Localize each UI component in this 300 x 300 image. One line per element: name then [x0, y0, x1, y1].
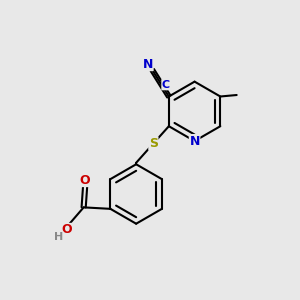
Text: O: O — [79, 173, 90, 187]
Text: N: N — [189, 135, 200, 148]
Text: S: S — [149, 137, 158, 150]
Text: O: O — [61, 224, 72, 236]
Text: H: H — [54, 232, 63, 242]
Text: C: C — [162, 80, 170, 90]
Text: N: N — [143, 58, 153, 70]
